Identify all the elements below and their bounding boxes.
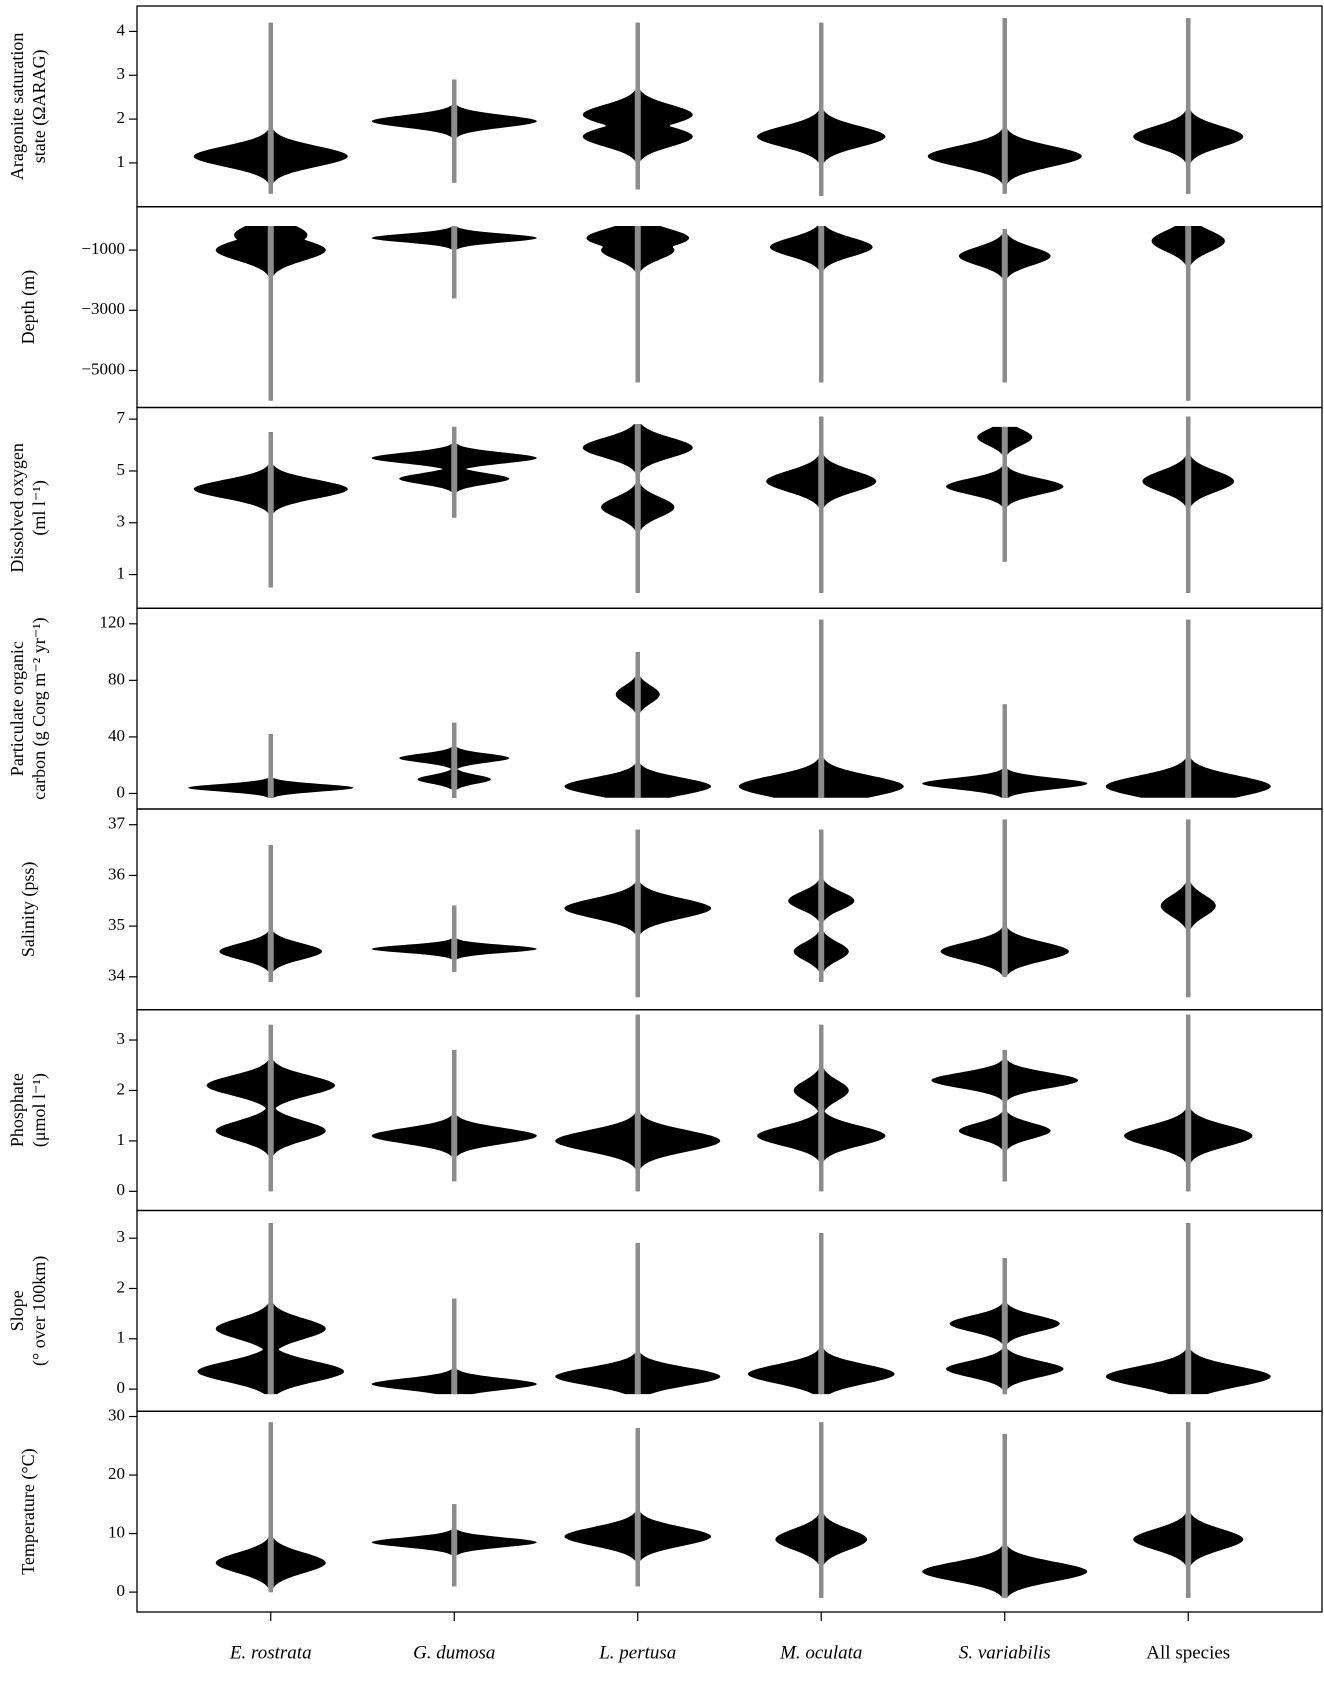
x-tick-label: E. rostrata: [229, 1642, 312, 1663]
y-tick-label: 1: [117, 1130, 126, 1149]
y-axis-label: Depth (m): [18, 270, 39, 344]
y-tick-label: 3: [117, 1029, 126, 1048]
y-axis-label: (ml l⁻¹): [29, 480, 50, 535]
y-tick-label: 2: [117, 108, 126, 127]
y-tick-label: 2: [117, 1079, 126, 1098]
y-axis-label: state (ΩARAG): [29, 49, 50, 163]
y-tick-label: 4: [117, 20, 126, 39]
y-axis-label: (° over 100km): [29, 1256, 50, 1366]
y-tick-label: 34: [108, 966, 126, 985]
y-axis-label: Temperature (°C): [18, 1448, 39, 1574]
y-tick-label: 80: [108, 669, 125, 688]
x-tick-label: S. variabilis: [959, 1642, 1051, 1663]
y-tick-label: 3: [117, 512, 126, 531]
y-tick-label: 36: [108, 864, 125, 883]
panel-frame: [136, 1009, 1323, 1212]
y-tick-label: 1: [117, 563, 126, 582]
panel-frame: [136, 206, 1323, 409]
y-tick-label: 1: [117, 152, 126, 171]
panel-frame: [136, 406, 1323, 609]
x-tick-label: All species: [1146, 1642, 1230, 1663]
y-tick-label: 0: [117, 782, 126, 801]
y-axis-label: carbon (g Corg m⁻² yr⁻¹): [29, 617, 50, 799]
x-tick-label: G. dumosa: [413, 1642, 495, 1663]
y-axis-label: Aragonite saturation: [7, 33, 27, 180]
panel-frame: [136, 808, 1323, 1011]
y-axis-label: (μmol l⁻¹): [29, 1073, 50, 1147]
y-tick-label: 3: [117, 1227, 126, 1246]
y-tick-label: 1: [117, 1328, 126, 1347]
y-tick-label: −1000: [81, 239, 125, 258]
y-tick-label: 7: [117, 408, 126, 427]
y-tick-label: 120: [100, 613, 126, 632]
y-axis-label: Salinity (pss): [18, 862, 39, 958]
y-tick-label: 0: [117, 1180, 126, 1199]
y-tick-label: 0: [117, 1581, 126, 1600]
y-tick-label: 20: [108, 1464, 125, 1483]
y-tick-label: 35: [108, 915, 125, 934]
y-tick-label: 2: [117, 1277, 126, 1296]
x-tick-label: L. pertusa: [598, 1642, 676, 1663]
y-tick-label: 37: [108, 814, 126, 833]
y-tick-label: 30: [108, 1405, 125, 1424]
y-axis-label: Phosphate: [7, 1073, 27, 1147]
y-axis-label: Particulate organic: [7, 641, 27, 776]
y-tick-label: −5000: [81, 359, 125, 378]
panel-frame: [136, 1410, 1323, 1613]
y-tick-label: 5: [117, 460, 126, 479]
panel-frame: [136, 5, 1323, 208]
y-tick-label: 40: [108, 726, 125, 745]
y-axis-label: Dissolved oxygen: [7, 443, 27, 573]
x-tick-label: M. oculata: [779, 1642, 862, 1663]
y-tick-label: 0: [117, 1378, 126, 1397]
y-tick-label: 10: [108, 1522, 125, 1541]
y-tick-label: −3000: [81, 299, 125, 318]
y-axis-label: Slope: [7, 1290, 27, 1331]
y-tick-label: 3: [117, 64, 126, 83]
